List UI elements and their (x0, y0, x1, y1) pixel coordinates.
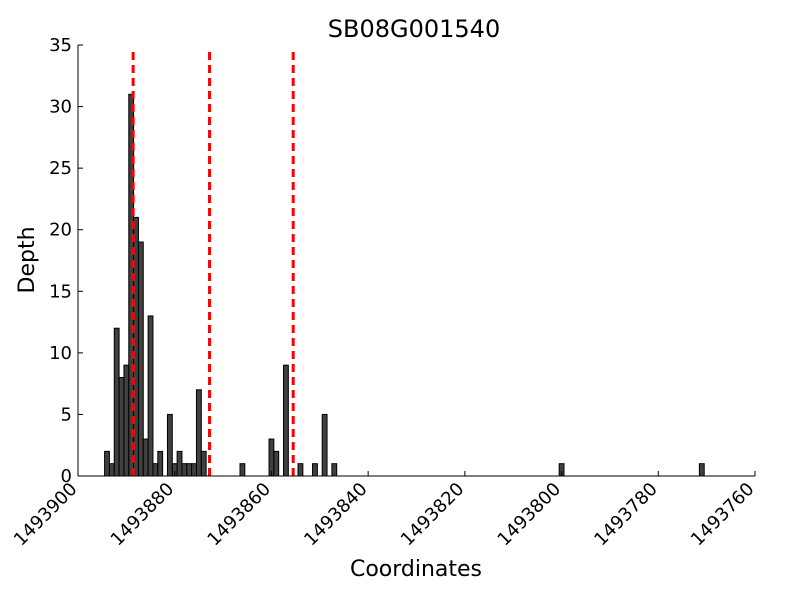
bar (331, 463, 338, 477)
bar (123, 364, 130, 477)
bar (239, 463, 246, 477)
y-tick-label: 20 (49, 220, 72, 241)
chart-title: SB08G001540 (328, 15, 500, 43)
bar (133, 216, 139, 477)
bar (273, 450, 280, 477)
bar (152, 463, 159, 477)
bar (283, 364, 289, 477)
y-tick-label: 0 (61, 466, 72, 487)
axes-group (77, 45, 755, 477)
bar (698, 463, 705, 477)
y-tick-label: 5 (61, 404, 72, 425)
bar (195, 389, 202, 477)
bar (113, 327, 120, 477)
bar (191, 463, 197, 477)
bar (176, 450, 183, 477)
bar (321, 413, 328, 477)
x-tick-label: 1493800 (494, 479, 566, 551)
reference-lines-group (131, 52, 295, 476)
bar (312, 463, 318, 477)
x-tick-label: 1493880 (107, 479, 179, 551)
y-tick-label: 35 (49, 35, 72, 56)
bar (147, 315, 154, 477)
bar (142, 438, 149, 477)
x-tick-label: 1493760 (687, 479, 759, 551)
x-tick-label: 1493840 (300, 479, 372, 551)
bar (181, 463, 188, 477)
bar (104, 450, 110, 477)
x-ticks-group: 1493900 1493880 1493860 1493840 1493820 14938… (10, 471, 759, 550)
bar (108, 463, 115, 477)
x-tick-label: 1493860 (203, 479, 275, 551)
bar (157, 450, 164, 477)
bar (268, 438, 275, 477)
x-tick-label: 1493820 (397, 479, 469, 551)
bars-group (104, 93, 705, 477)
bar (118, 376, 125, 477)
y-tick-label: 25 (49, 158, 72, 179)
y-tick-label: 15 (49, 281, 72, 302)
y-tick-label: 10 (49, 343, 72, 364)
x-tick-label: 1493900 (10, 479, 82, 551)
y-tick-label: 30 (49, 97, 72, 118)
y-axis-label: Depth (15, 226, 40, 293)
y-ticks-group: 0 5 10 15 20 25 30 35 (49, 35, 83, 487)
x-axis-label: Coordinates (350, 557, 482, 582)
bar (200, 450, 207, 477)
bar (166, 413, 173, 477)
bar (137, 241, 144, 477)
bar (297, 463, 304, 477)
bar (186, 463, 193, 477)
x-tick-label: 1493780 (590, 479, 662, 551)
